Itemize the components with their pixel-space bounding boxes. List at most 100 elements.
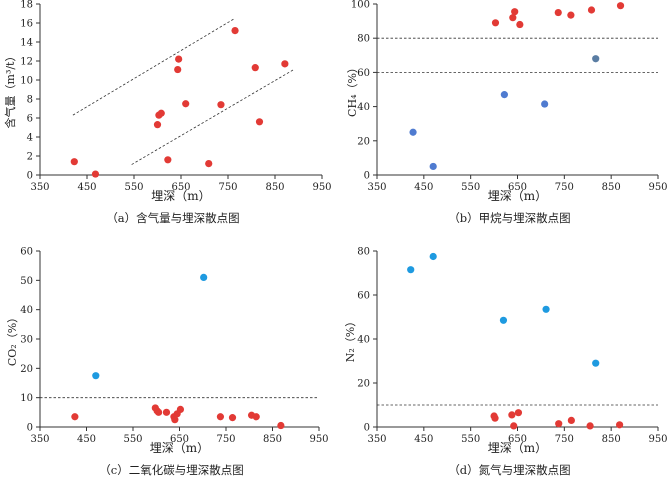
y-axis-label: 含气量（m³/t） bbox=[3, 51, 17, 129]
data-point bbox=[200, 273, 208, 281]
y-tick-label: 80 bbox=[357, 34, 370, 45]
data-point bbox=[510, 422, 518, 430]
y-tick-label: 40 bbox=[357, 335, 370, 346]
data-point bbox=[542, 305, 550, 313]
y-tick-label: 0 bbox=[27, 171, 33, 182]
panel-caption: （b）甲烷与埋深散点图 bbox=[448, 211, 570, 225]
data-point bbox=[182, 100, 190, 108]
data-point bbox=[586, 422, 594, 430]
y-tick-label: 10 bbox=[20, 393, 33, 404]
data-point bbox=[217, 101, 225, 109]
data-point bbox=[514, 409, 523, 417]
y-tick-label: 60 bbox=[20, 247, 33, 258]
y-tick-label: 0 bbox=[27, 423, 33, 434]
y-tick-label: 80 bbox=[357, 247, 370, 258]
data-point bbox=[153, 121, 162, 129]
data-point bbox=[251, 64, 259, 72]
x-tick-label: 750 bbox=[555, 434, 574, 445]
x-tick-label: 950 bbox=[312, 182, 331, 193]
x-axis-label: 埋深（m） bbox=[488, 189, 547, 203]
y-tick-label: 16 bbox=[20, 19, 33, 30]
data-point bbox=[555, 420, 563, 428]
x-tick-label: 550 bbox=[124, 182, 143, 193]
chart-panel-b: 350 450 550 650 750 850 950 0 20 40 60 80 100 埋深（m） CH… bbox=[346, 0, 668, 225]
data-point bbox=[70, 158, 78, 166]
data-point bbox=[511, 8, 519, 16]
y-tick-label: 12 bbox=[20, 57, 33, 68]
chart-panel-d: 350 450 550 650 750 850 950 0 20 40 60 80 埋深（m） N₂（%）… bbox=[344, 247, 668, 478]
data-point bbox=[216, 413, 225, 421]
panel-caption: （a）含气量与埋深散点图 bbox=[106, 211, 239, 225]
y-tick-label: 10 bbox=[20, 76, 33, 87]
x-tick-label: 350 bbox=[367, 182, 386, 193]
x-tick-label: 750 bbox=[216, 434, 235, 445]
data-point bbox=[175, 55, 183, 63]
y-tick-label: 40 bbox=[20, 305, 33, 316]
data-point bbox=[228, 414, 237, 422]
panel-caption: （d）氮气与埋深散点图 bbox=[448, 463, 570, 477]
data-point bbox=[71, 413, 79, 421]
data-point bbox=[429, 162, 437, 171]
data-point bbox=[541, 100, 549, 108]
data-point bbox=[157, 109, 165, 117]
data-point bbox=[277, 421, 285, 430]
data-point bbox=[154, 408, 163, 416]
y-tick-label: 20 bbox=[20, 364, 33, 375]
y-tick-label: 30 bbox=[20, 335, 33, 346]
x-tick-label: 350 bbox=[367, 434, 386, 445]
x-tick-label: 650 bbox=[508, 434, 527, 445]
data-point bbox=[508, 411, 516, 419]
data-point bbox=[491, 414, 499, 422]
x-tick-label: 750 bbox=[218, 182, 237, 193]
x-tick-label: 650 bbox=[170, 434, 189, 445]
data-point bbox=[429, 252, 437, 261]
x-tick-label: 850 bbox=[602, 182, 621, 193]
x-axis-label: 埋深（m） bbox=[151, 189, 210, 203]
x-tick-label: 750 bbox=[555, 182, 574, 193]
y-tick-label: 2 bbox=[27, 152, 33, 163]
data-point bbox=[171, 416, 179, 424]
y-tick-label: 20 bbox=[357, 136, 370, 147]
data-point bbox=[592, 55, 600, 63]
data-point bbox=[91, 170, 100, 178]
data-point bbox=[164, 156, 172, 164]
data-point bbox=[616, 2, 625, 10]
data-point bbox=[615, 421, 624, 429]
y-axis-label: CH₄（%） bbox=[346, 62, 359, 117]
x-axis-label: 埋深（m） bbox=[150, 441, 209, 455]
y-tick-label: 60 bbox=[357, 291, 370, 302]
y-axis-label: N₂（%） bbox=[344, 316, 357, 363]
data-point bbox=[407, 266, 415, 274]
panel-caption: （c）二氧化碳与埋深散点图 bbox=[99, 463, 243, 477]
y-tick-label: 60 bbox=[357, 68, 370, 79]
data-point bbox=[92, 372, 100, 380]
x-axis-label: 埋深（m） bbox=[488, 441, 547, 455]
x-tick-label: 350 bbox=[30, 434, 49, 445]
x-tick-label: 950 bbox=[309, 434, 328, 445]
data-point bbox=[255, 118, 264, 126]
x-tick-label: 850 bbox=[602, 434, 621, 445]
y-tick-label: 0 bbox=[364, 423, 370, 434]
y-tick-label: 0 bbox=[364, 171, 370, 182]
data-point bbox=[499, 316, 508, 324]
data-point bbox=[205, 160, 213, 168]
data-point bbox=[516, 20, 524, 29]
x-tick-label: 850 bbox=[263, 434, 282, 445]
y-tick-label: 40 bbox=[357, 102, 370, 113]
x-tick-label: 550 bbox=[461, 434, 480, 445]
x-tick-label: 450 bbox=[77, 182, 96, 193]
x-tick-label: 850 bbox=[265, 182, 284, 193]
data-point bbox=[587, 6, 596, 14]
data-point bbox=[567, 416, 575, 424]
y-tick-label: 14 bbox=[20, 38, 33, 49]
x-tick-label: 450 bbox=[414, 182, 433, 193]
data-point bbox=[176, 405, 185, 413]
y-tick-label: 6 bbox=[27, 114, 33, 125]
data-point bbox=[252, 413, 260, 421]
x-tick-label: 450 bbox=[77, 434, 96, 445]
x-tick-label: 950 bbox=[648, 434, 667, 445]
x-tick-label: 950 bbox=[648, 182, 667, 193]
data-point bbox=[174, 65, 182, 74]
trend-boundary-line bbox=[72, 17, 236, 116]
